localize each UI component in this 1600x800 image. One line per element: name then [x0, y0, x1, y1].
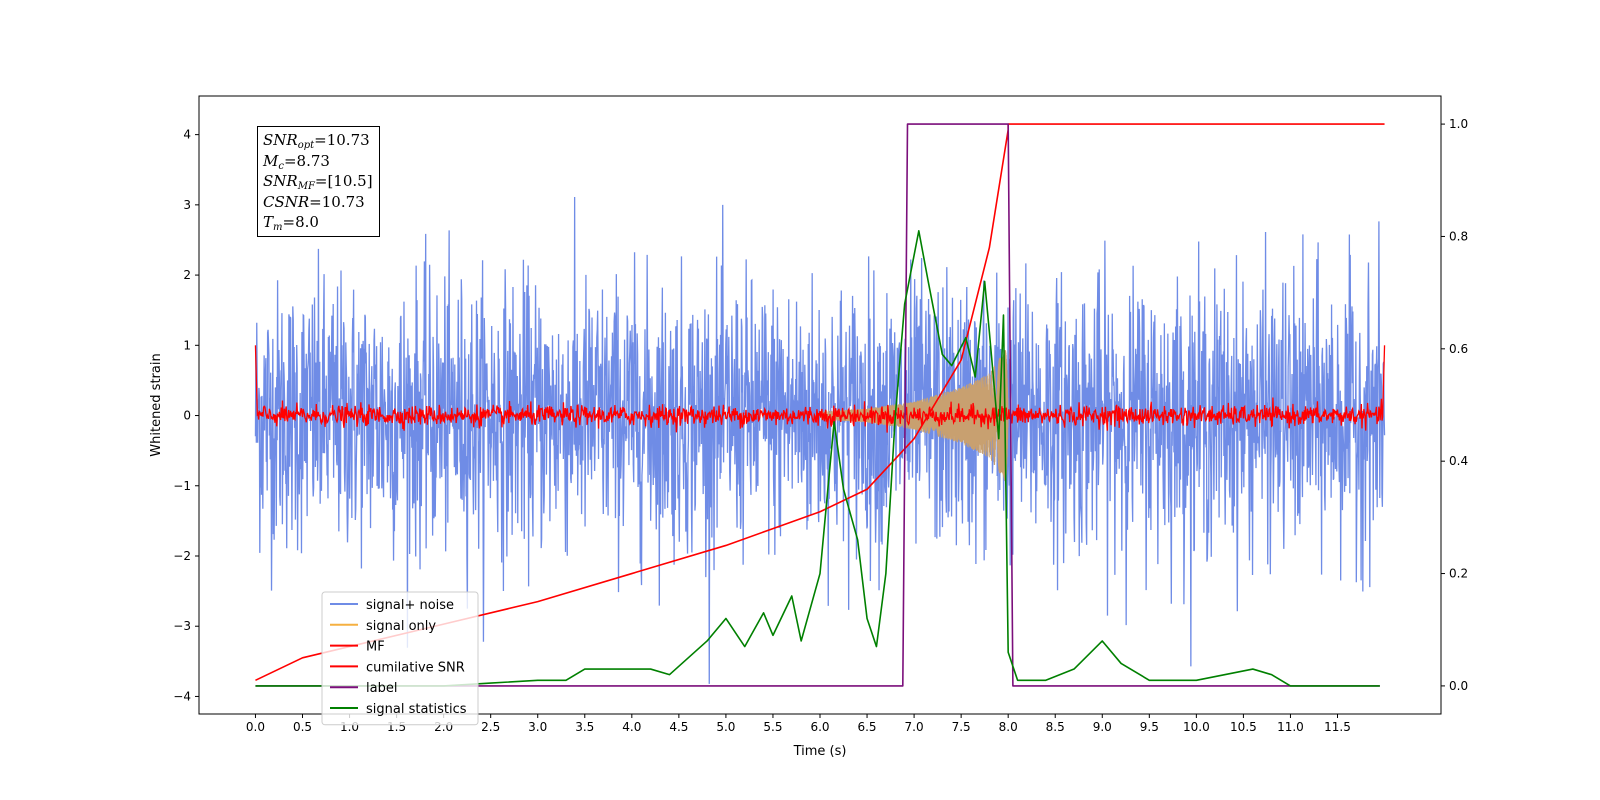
y-tick-label: 3 — [183, 198, 191, 212]
mf-series — [254, 345, 1386, 433]
label-series — [255, 123, 1380, 687]
x-tick-label: 10.5 — [1230, 720, 1257, 734]
x-tick-label: 11.0 — [1277, 720, 1304, 734]
x-tick-label: 3.0 — [528, 720, 547, 734]
y-tick-label: −1 — [173, 479, 191, 493]
x-tick-label: 11.5 — [1324, 720, 1351, 734]
y-tick-label: −2 — [173, 549, 191, 563]
x-tick-label: 8.0 — [999, 720, 1018, 734]
signal-statistics-line — [255, 230, 1380, 687]
legend-label: MF — [366, 640, 385, 655]
signal-noise-series — [254, 197, 1386, 684]
x-tick-label: 5.0 — [716, 720, 735, 734]
legend-label: signal only — [366, 619, 436, 634]
label-line — [255, 123, 1380, 687]
x-tick-label: 9.5 — [1140, 720, 1159, 734]
x-tick-label: 0.0 — [246, 720, 265, 734]
y-tick-label: −4 — [173, 689, 191, 703]
x-tick-label: 6.0 — [810, 720, 829, 734]
legend-label: signal+ noise — [366, 598, 454, 613]
x-tick-label: 4.5 — [669, 720, 688, 734]
csnr-line: CSNR=10.73 — [263, 192, 365, 211]
signal-noise-line — [254, 197, 1386, 684]
legend-label: label — [366, 681, 397, 696]
y-tick-label: 2 — [183, 268, 191, 282]
mf-line — [254, 345, 1386, 433]
y-tick-label: 4 — [183, 128, 191, 142]
x-tick-label: 8.5 — [1046, 720, 1065, 734]
x-tick-label: 4.0 — [622, 720, 641, 734]
x-tick-label: 2.5 — [481, 720, 500, 734]
y2-tick-label: 1.0 — [1449, 117, 1468, 131]
legend: signal+ noise signal only MF cumilative SNR… — [321, 591, 479, 726]
y-axis-right: 1.0 0.8 0.6 0.4 0.2 0.0 — [1441, 117, 1468, 693]
x-tick-label: 3.5 — [575, 720, 594, 734]
y-tick-label: −3 — [173, 619, 191, 633]
legend-label: cumilative SNR — [366, 660, 465, 675]
x-tick-label: 5.5 — [763, 720, 782, 734]
y-axis-left: 4 3 2 1 0 −1 −2 −3 −4 — [173, 128, 199, 703]
x-axis-label: Time (s) — [793, 744, 847, 759]
mc-line: Mc=8.73 — [263, 151, 330, 172]
x-tick-label: 9.0 — [1093, 720, 1112, 734]
x-tick-label: 0.5 — [293, 720, 312, 734]
x-tick-label: 7.0 — [905, 720, 924, 734]
y2-tick-label: 0.4 — [1449, 454, 1468, 468]
x-tick-label: 6.5 — [857, 720, 876, 734]
snr-opt-line: SNRopt=10.73 — [263, 131, 370, 151]
y2-tick-label: 0.6 — [1449, 342, 1468, 356]
y2-tick-label: 0.8 — [1449, 229, 1468, 243]
annotation-box: SNRopt=10.73 Mc=8.73 SNRMF=[10.5] CSNR=1… — [257, 126, 380, 237]
y-axis-label: Whitened strain — [149, 353, 164, 456]
legend-box — [321, 591, 479, 726]
y2-tick-label: 0.0 — [1449, 679, 1468, 693]
signal-statistics-series — [255, 230, 1380, 687]
y2-tick-label: 0.2 — [1449, 567, 1468, 581]
legend-label: signal statistics — [366, 702, 467, 717]
x-tick-label: 10.0 — [1183, 720, 1210, 734]
tm-line: Tm=8.0 — [263, 213, 319, 233]
y-tick-label: 1 — [183, 338, 191, 352]
snr-mf-line: SNRMF=[10.5] — [263, 172, 373, 192]
x-tick-label: 7.5 — [952, 720, 971, 734]
x-axis: 0.0 0.5 1.0 1.5 2.0 2.5 3.0 3.5 4.0 4.5 5.0 5.5 6.0 6… — [246, 714, 1351, 734]
y-tick-label: 0 — [183, 409, 191, 423]
